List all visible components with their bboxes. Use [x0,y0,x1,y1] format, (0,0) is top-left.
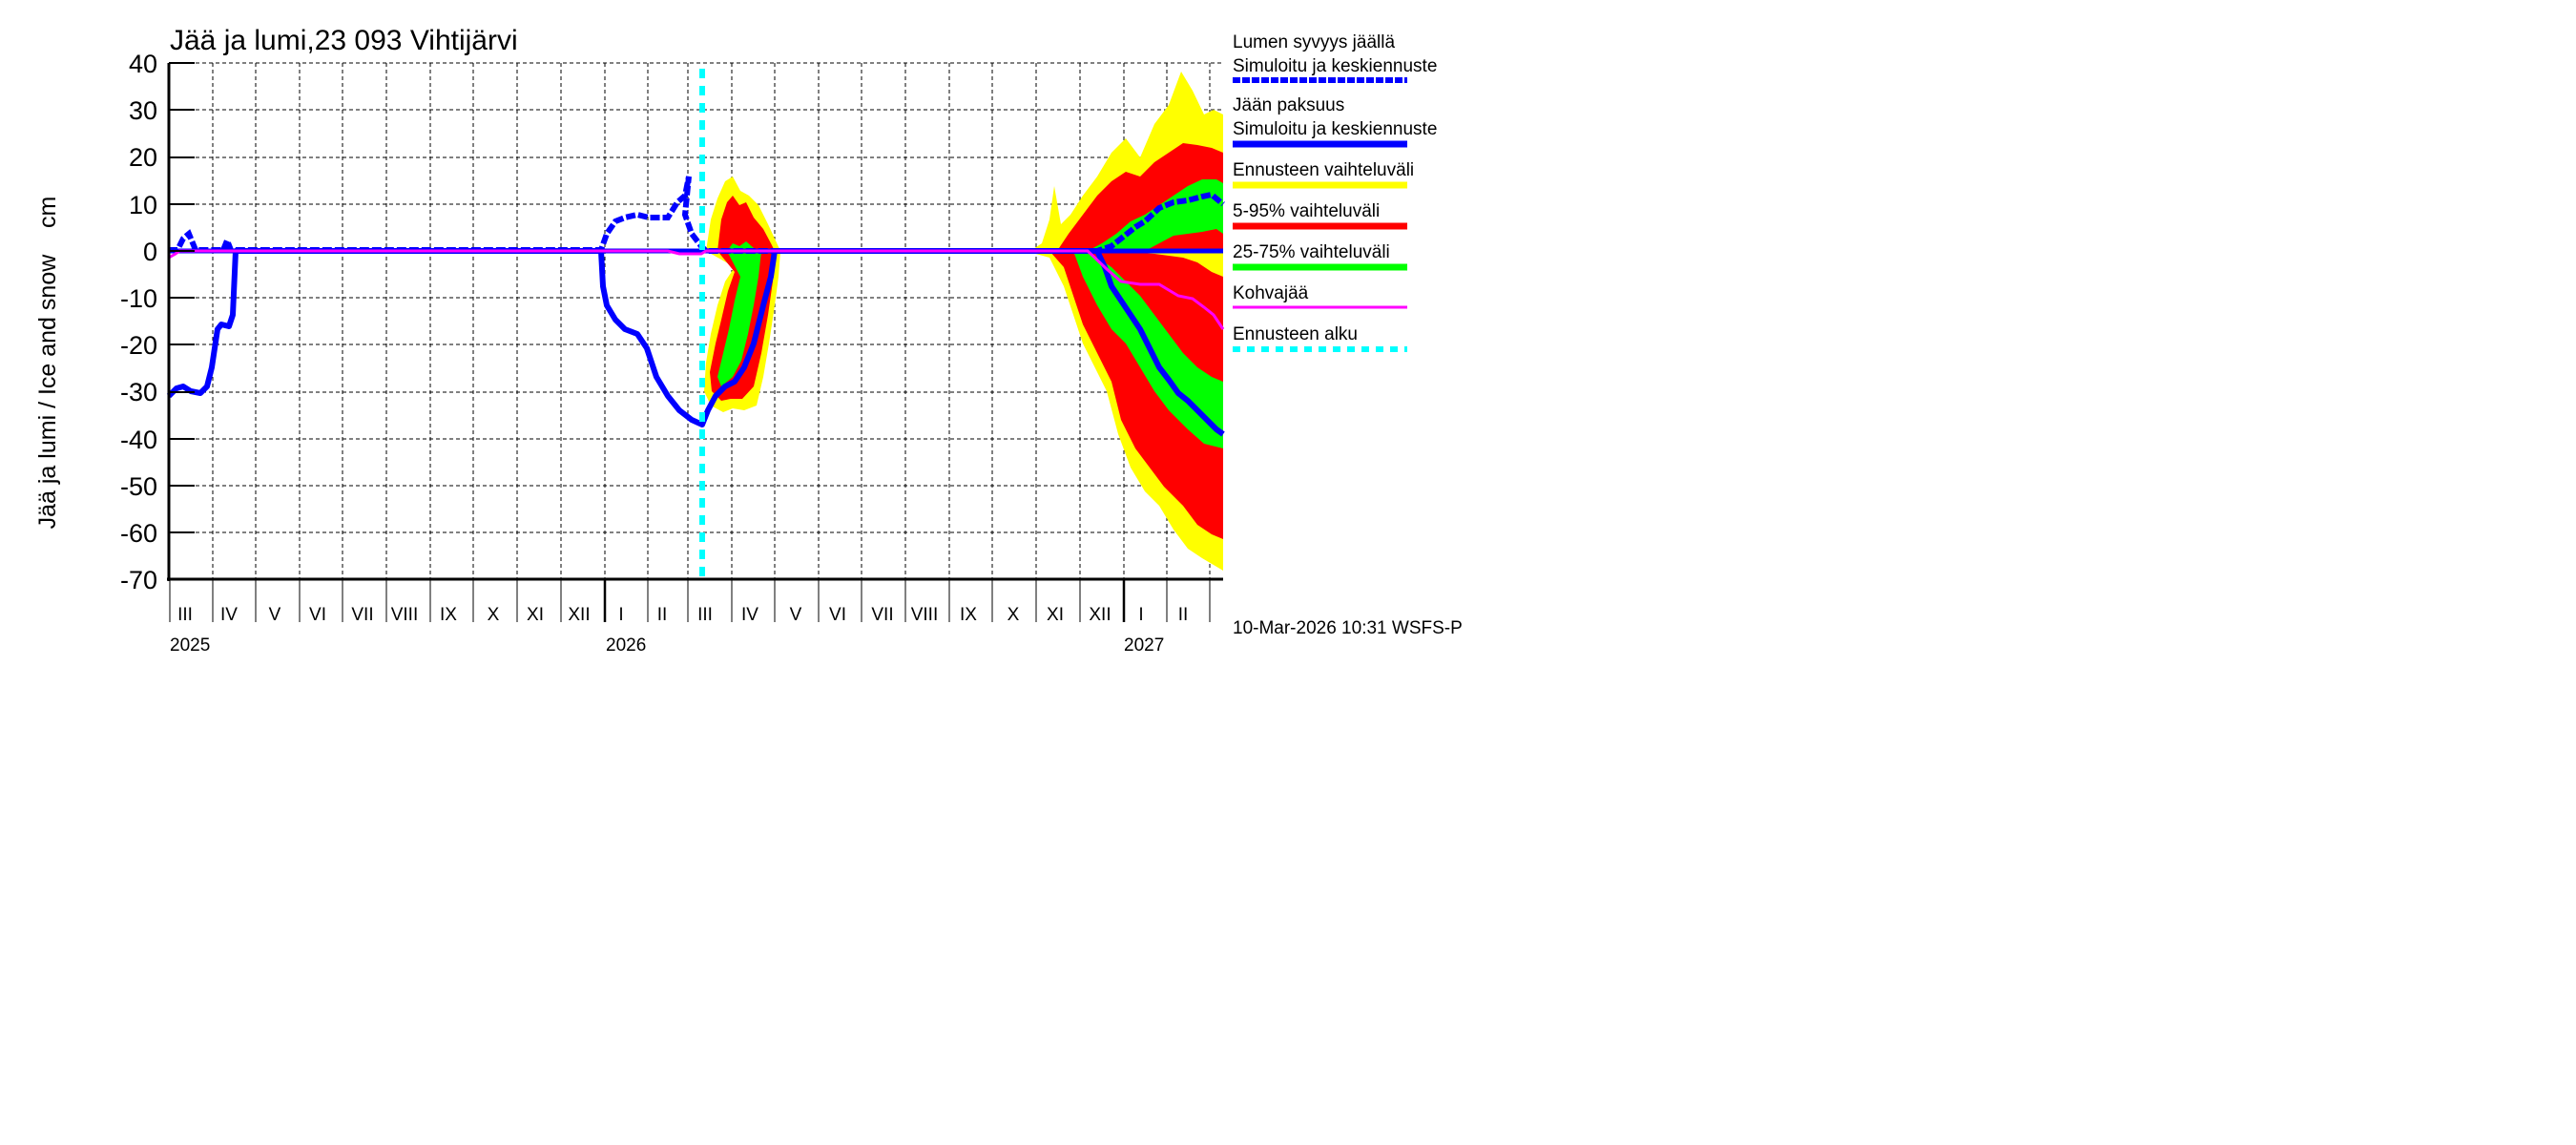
slush-ice-line [168,249,1225,330]
legend-label: Simuloitu ja keskiennuste [1233,56,1437,76]
band-25-75 [717,241,761,386]
y-tick: 20 [129,143,157,172]
month-label: II [1178,605,1189,625]
y-tick: -30 [120,378,157,406]
y-tick: -20 [120,331,157,360]
month-label: II [657,605,668,625]
forecast-bands-spring-2026 [704,177,780,412]
y-tick: 0 [143,238,157,266]
month-label: IV [220,605,238,625]
band-5-95-lower [1049,251,1223,539]
month-label: VI [309,605,326,625]
legend-label: Simuloitu ja keskiennuste [1233,119,1437,139]
grid [169,62,1223,579]
month-label: VI [829,605,846,625]
ice-snow-chart: Jää ja lumi,23 093 Vihtijärvi Jää ja lum… [34,25,1463,656]
month-label: IV [741,605,758,625]
year-label: 2026 [606,635,646,656]
legend-label: 25-75% vaihteluväli [1233,242,1390,262]
month-label: I [1138,605,1143,625]
month-label: III [697,605,713,625]
month-label: XI [527,605,544,625]
month-label: VII [871,605,893,625]
legend: Lumen syvyys jäällä Simuloitu ja keskien… [1233,32,1437,352]
month-label: IX [440,605,457,625]
axes [167,62,1223,581]
month-label: XII [1089,605,1111,625]
month-label: V [269,605,281,625]
month-label: V [790,605,802,625]
y-tick: -70 [120,566,157,594]
x-month-labels: III IV V VI VII VIII IX X XI XII I II II… [177,605,1188,625]
y-axis-label: Jää ja lumi / Ice and snow cm [34,197,61,530]
y-tick: 10 [129,191,157,219]
legend-label: Kohvajää [1233,283,1309,303]
month-label: III [177,605,193,625]
y-tick: 30 [129,96,157,125]
month-label: X [1008,605,1020,625]
month-label: XI [1047,605,1064,625]
x-year-labels: 2025 2026 2027 [170,635,1164,656]
legend-label: Ennusteen vaihteluväli [1233,160,1414,180]
legend-item-5-95: 5-95% vaihteluväli [1233,201,1407,230]
legend-item-ice-thickness: Jään paksuus Simuloitu ja keskiennuste [1233,95,1437,148]
month-label: IX [960,605,977,625]
legend-item-slush-ice: Kohvajää [1233,283,1407,309]
month-label: XII [568,605,590,625]
legend-item-snow-depth: Lumen syvyys jäällä Simuloitu ja keskien… [1233,32,1437,83]
legend-item-25-75: 25-75% vaihteluväli [1233,242,1407,271]
x-month-ticks [169,579,1211,622]
year-label: 2025 [170,635,210,656]
snow-depth-line [169,176,1225,254]
band-5-95-lower-inner [1145,229,1223,251]
month-label: VII [351,605,373,625]
legend-item-forecast-start: Ennusteen alku [1233,324,1407,352]
month-label: VIII [911,605,939,625]
y-tick: 40 [129,50,157,78]
legend-item-full-range: Ennusteen vaihteluväli [1233,160,1414,189]
y-tick: -40 [120,426,157,454]
timestamp-footer: 10-Mar-2026 10:31 WSFS-P [1233,618,1463,638]
month-label: I [618,605,623,625]
chart-title: Jää ja lumi,23 093 Vihtijärvi [170,25,518,56]
year-label: 2027 [1124,635,1164,656]
month-label: VIII [391,605,419,625]
month-label: X [488,605,500,625]
y-tick: -60 [120,519,157,548]
legend-label: 5-95% vaihteluväli [1233,201,1380,221]
y-tick-labels: 40 30 20 10 0 -10 -20 -30 -40 -50 -60 -7… [120,50,157,594]
y-tick: -10 [120,284,157,313]
legend-label: Lumen syvyys jäällä [1233,32,1395,52]
legend-label: Jään paksuus [1233,95,1344,115]
y-tick: -50 [120,472,157,501]
forecast-bands-winter-2027-snow [1030,72,1223,251]
legend-label: Ennusteen alku [1233,324,1358,344]
